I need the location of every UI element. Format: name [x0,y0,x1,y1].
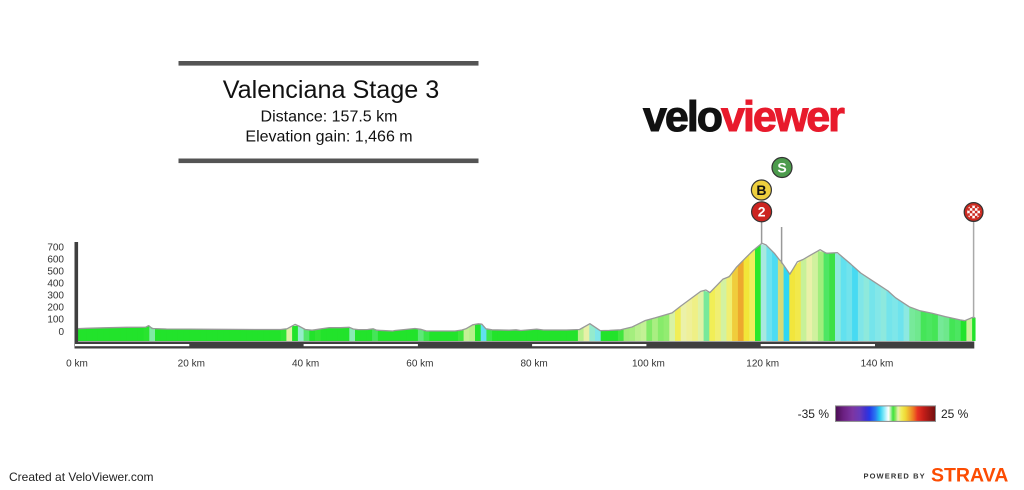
svg-text:Created at VeloViewer.com: Created at VeloViewer.com [9,470,154,484]
svg-text:2: 2 [758,204,766,220]
svg-text:80 km: 80 km [520,359,547,370]
svg-text:100: 100 [47,315,64,326]
svg-text:Elevation gain: 1,466 m: Elevation gain: 1,466 m [245,129,412,146]
svg-text:veloviewer: veloviewer [643,93,845,141]
svg-text:200: 200 [47,303,64,314]
svg-text:0: 0 [58,327,64,338]
svg-text:300: 300 [47,291,64,302]
svg-text:B: B [756,182,766,198]
svg-text:STRAVA: STRAVA [931,465,1008,487]
svg-text:140 km: 140 km [861,359,894,370]
svg-text:Valenciana Stage 3: Valenciana Stage 3 [223,76,440,104]
svg-text:400: 400 [47,279,64,290]
svg-text:0 km: 0 km [66,359,88,370]
svg-text:60 km: 60 km [406,359,433,370]
svg-text:-35 %: -35 % [798,407,830,421]
svg-text:20 km: 20 km [178,359,205,370]
svg-text:700: 700 [47,242,64,253]
svg-text:S: S [777,159,786,175]
svg-text:25 %: 25 % [941,407,969,421]
svg-text:100 km: 100 km [632,359,665,370]
svg-text:Distance: 157.5 km: Distance: 157.5 km [261,109,398,126]
svg-text:500: 500 [47,266,64,277]
svg-text:600: 600 [47,254,64,265]
svg-text:40 km: 40 km [292,359,319,370]
svg-text:POWERED BY: POWERED BY [864,472,926,481]
svg-text:120 km: 120 km [746,359,779,370]
